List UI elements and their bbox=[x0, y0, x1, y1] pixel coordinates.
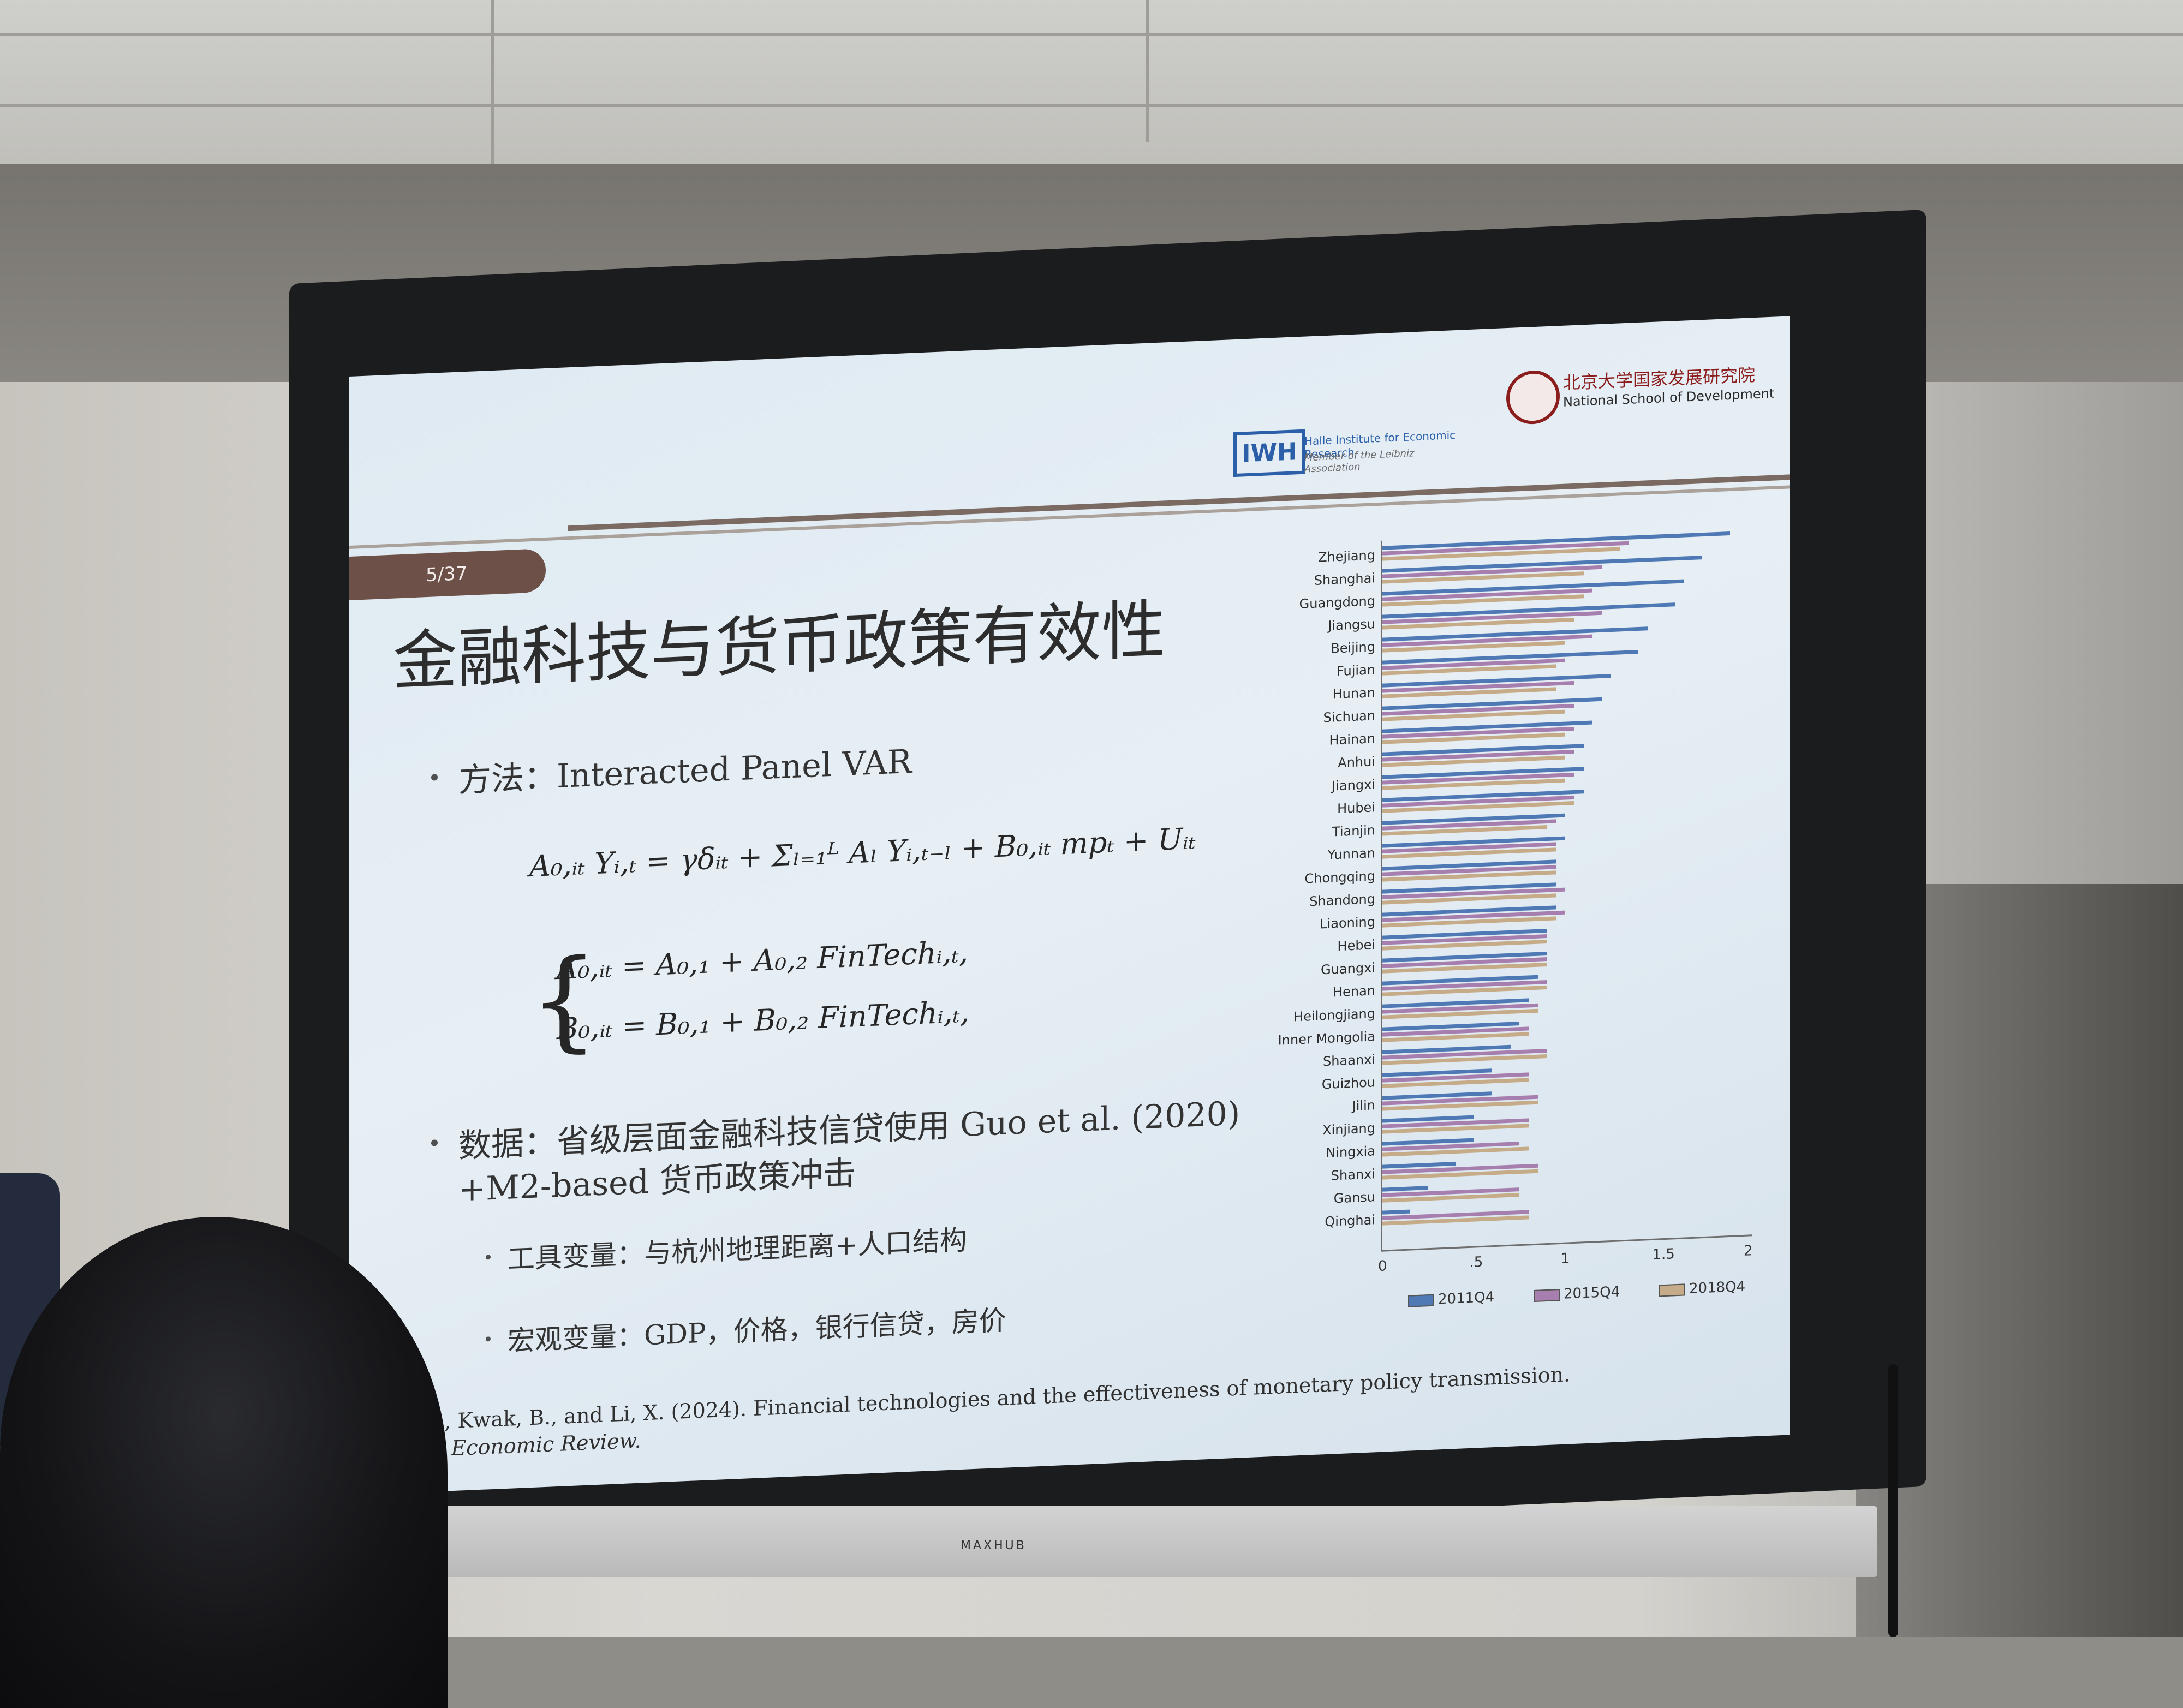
legend-swatch bbox=[1659, 1283, 1685, 1297]
sub-bullet-instrument: 工具变量：与杭州地理距离+人口结构 bbox=[508, 1224, 967, 1275]
iwh-mark: IWH bbox=[1233, 429, 1305, 477]
province-label: Yunnan bbox=[1327, 845, 1375, 863]
province-label: Zhejiang bbox=[1318, 547, 1375, 565]
iwh-logo: IWH Halle Institute for Economic Researc… bbox=[1233, 417, 1463, 492]
province-label: Liaoning bbox=[1320, 914, 1375, 932]
bullet-icon bbox=[431, 774, 438, 781]
province-label: Anhui bbox=[1338, 754, 1375, 771]
province-label: Gansu bbox=[1333, 1189, 1375, 1207]
sub-bullet-macro: 宏观变量：GDP，价格，银行信贷，房价 bbox=[508, 1304, 1006, 1357]
province-label: Guizhou bbox=[1321, 1074, 1375, 1092]
legend-swatch bbox=[1408, 1294, 1434, 1307]
chart-x-axis bbox=[1381, 1234, 1752, 1252]
equation-main: A₀,ᵢₜ Yᵢ,ₜ = γδᵢₜ + Σₗ₌₁ᴸ Aₗ Yᵢ,ₜ₋ₗ + B₀… bbox=[529, 821, 1196, 884]
bullet-icon bbox=[431, 1139, 438, 1146]
province-label: Beijing bbox=[1331, 639, 1375, 656]
province-label: Jilin bbox=[1352, 1097, 1375, 1114]
pku-seal-icon bbox=[1506, 369, 1560, 426]
province-label: Shanxi bbox=[1331, 1166, 1375, 1184]
bullet-method: 方法：Interacted Panel VAR bbox=[458, 742, 912, 800]
tv-brand: MAXHUB bbox=[961, 1539, 1027, 1552]
cable bbox=[1888, 1364, 1898, 1637]
province-label: Tianjin bbox=[1332, 822, 1375, 840]
province-label: Xinjiang bbox=[1322, 1120, 1375, 1138]
legend-swatch bbox=[1534, 1289, 1560, 1303]
province-label: Henan bbox=[1333, 983, 1375, 1000]
province-label: Guangxi bbox=[1321, 960, 1375, 978]
bar-2011Q4 bbox=[1382, 1209, 1410, 1215]
legend-label: 2011Q4 bbox=[1438, 1289, 1495, 1308]
reference-journal: n Economic Review. bbox=[431, 1428, 641, 1461]
province-label: Jiangxi bbox=[1332, 777, 1375, 794]
province-label: Ningxia bbox=[1326, 1143, 1375, 1161]
slide-title: 金融科技与货币政策有效性 bbox=[393, 592, 1166, 700]
province-label: Inner Mongolia bbox=[1278, 1029, 1375, 1048]
sub-bullet-icon bbox=[486, 1255, 491, 1260]
presentation-slide: 5/37 IWH Halle Institute for Economic Re… bbox=[349, 316, 1790, 1496]
x-tick-label: 2 bbox=[1744, 1243, 1753, 1259]
ceiling-tile-line bbox=[491, 0, 494, 164]
province-label: Shanghai bbox=[1314, 570, 1375, 588]
province-label: Shandong bbox=[1309, 891, 1375, 910]
province-label: Hunan bbox=[1332, 685, 1375, 702]
page-number: 5/37 bbox=[426, 562, 468, 587]
tv-bottom-bar bbox=[415, 1506, 1877, 1577]
ceiling-tile-line bbox=[0, 33, 2183, 36]
fintech-bar-chart: Zhejiang Shanghai Guangdong Jiangsu Beijing F… bbox=[1277, 508, 1768, 1402]
equation-a: A₀,ᵢₜ = A₀,₁ + A₀,₂ FinTechᵢ,ₜ, bbox=[557, 934, 969, 987]
bar-2011Q4 bbox=[1382, 1186, 1428, 1192]
province-label: Jiangsu bbox=[1328, 616, 1375, 634]
province-label: Hebei bbox=[1337, 937, 1375, 954]
province-label: Chongqing bbox=[1304, 868, 1375, 887]
province-label: Qinghai bbox=[1325, 1212, 1375, 1230]
x-tick-label: 1 bbox=[1561, 1250, 1570, 1267]
province-label: Shaanxi bbox=[1323, 1052, 1375, 1070]
sub-bullet-icon bbox=[486, 1336, 491, 1342]
province-label: Hubei bbox=[1337, 799, 1375, 817]
x-tick-label: 1.5 bbox=[1652, 1246, 1675, 1263]
legend-label: 2018Q4 bbox=[1689, 1278, 1746, 1298]
province-label: Fujian bbox=[1337, 662, 1375, 679]
province-label: Sichuan bbox=[1323, 708, 1375, 726]
ceiling-tile-line bbox=[0, 104, 2183, 107]
pku-logo: 北京大学国家发展研究院 National School of Developme… bbox=[1506, 354, 1790, 432]
province-label: Heilongjiang bbox=[1293, 1006, 1375, 1025]
equation-b: B₀,ᵢₜ = B₀,₁ + B₀,₂ FinTechᵢ,ₜ, bbox=[557, 994, 970, 1047]
audience-head bbox=[0, 1217, 448, 1708]
x-tick-label: 0 bbox=[1378, 1258, 1387, 1275]
province-label: Hainan bbox=[1329, 731, 1375, 748]
ceiling-tile-line bbox=[1146, 0, 1149, 142]
province-label: Guangdong bbox=[1299, 593, 1375, 612]
legend-label: 2015Q4 bbox=[1564, 1283, 1620, 1303]
x-tick-label: .5 bbox=[1469, 1253, 1483, 1271]
